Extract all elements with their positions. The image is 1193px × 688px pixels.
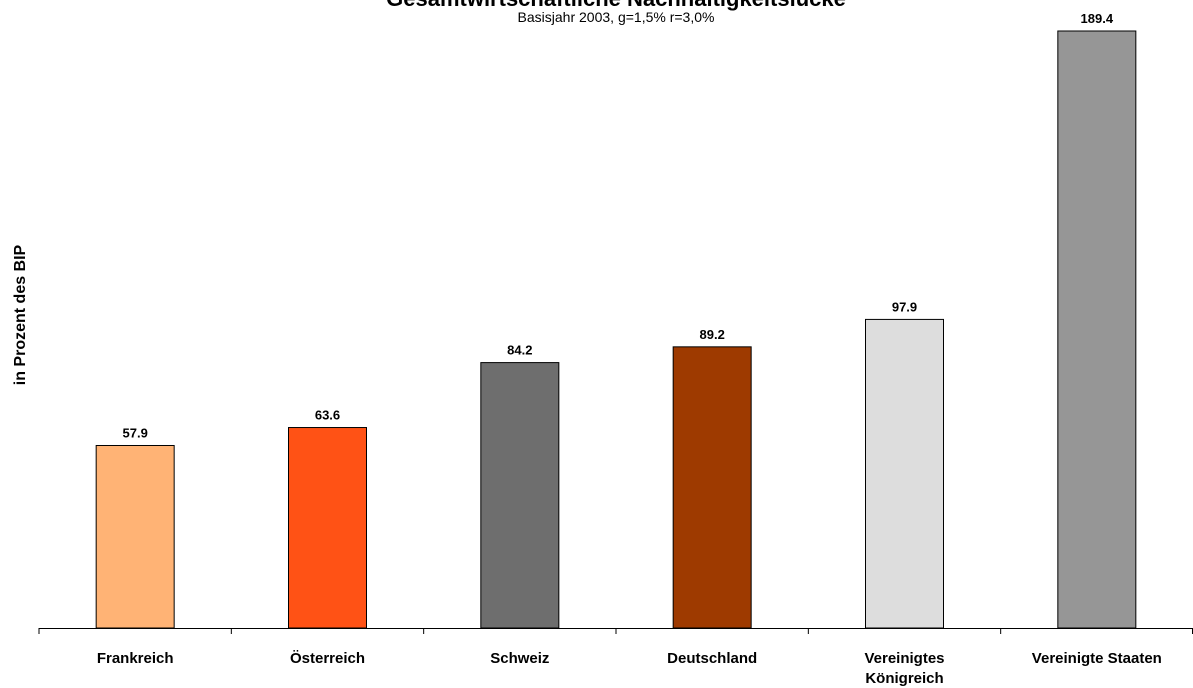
value-labels-layer: 57.9 63.6 84.2 89.2 97.9 189.4 xyxy=(123,11,1114,440)
x-tick-label: Schweiz xyxy=(490,650,549,667)
data-label: 97.9 xyxy=(892,299,917,314)
bar xyxy=(480,362,560,629)
x-tick-label: Österreich xyxy=(290,650,365,667)
y-axis-label: in Prozent des BIP xyxy=(12,244,29,385)
x-tick-label: Deutschland xyxy=(667,650,757,667)
data-label: 189.4 xyxy=(1081,11,1114,26)
bar xyxy=(95,444,175,629)
category-labels-layer: Frankreich Österreich Schweiz Deutschland Ve… xyxy=(97,650,1162,687)
bar xyxy=(865,318,944,629)
x-tick-label: Königreich xyxy=(865,670,943,687)
bar xyxy=(672,346,752,629)
data-label: 63.6 xyxy=(315,408,340,423)
x-tick-label: Frankreich xyxy=(97,650,174,667)
bar xyxy=(288,427,367,629)
bars-layer xyxy=(95,30,1137,629)
data-label: 84.2 xyxy=(507,343,532,358)
x-tick-label: Vereinigte Staaten xyxy=(1032,650,1162,667)
chart-title: Gesamtwirtschaftliche Nachhaltigkeitslüc… xyxy=(386,0,846,11)
data-label: 89.2 xyxy=(700,327,725,342)
bar xyxy=(1057,30,1137,629)
chart-subtitle: Basisjahr 2003, g=1,5% r=3,0% xyxy=(518,9,715,25)
data-label: 57.9 xyxy=(123,425,148,440)
x-tick-label: Vereinigtes xyxy=(864,650,944,667)
x-axis xyxy=(38,628,1193,634)
